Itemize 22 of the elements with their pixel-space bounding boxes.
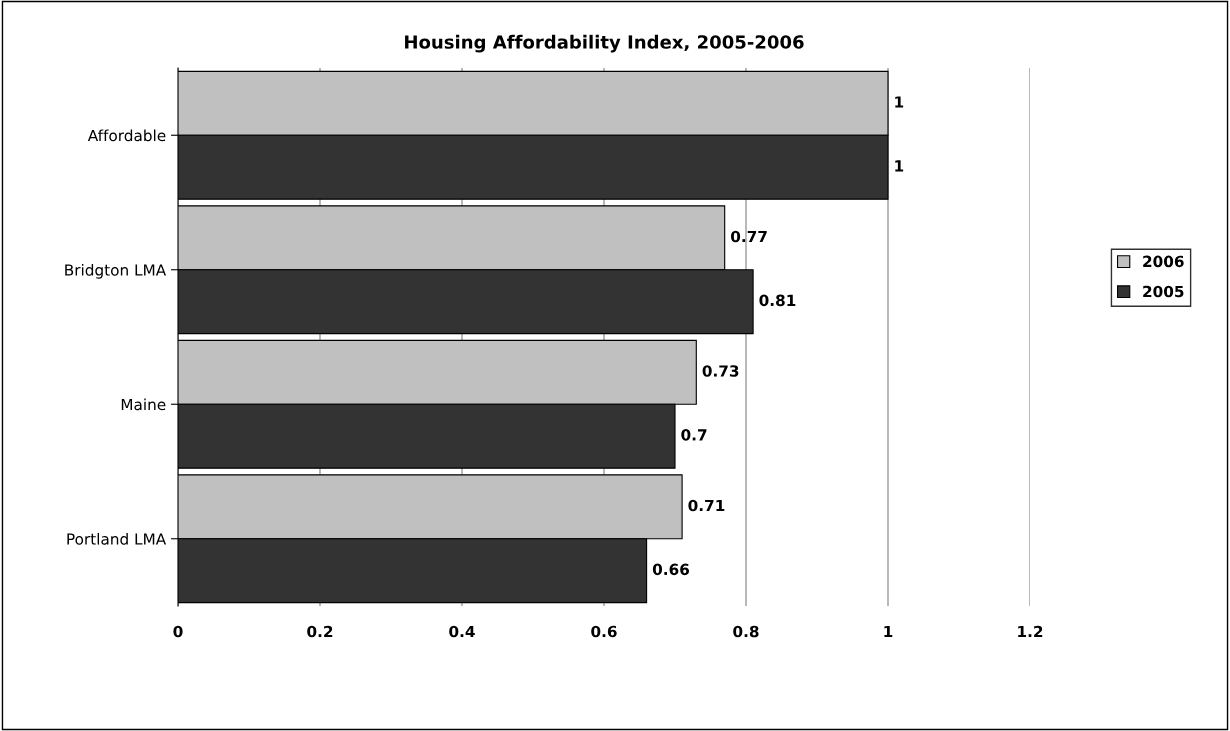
y-tick-label: Bridgton LMA [65, 263, 167, 279]
y-tick-label: Affordable [87, 129, 166, 142]
x-tick-label: 0.2 [307, 625, 333, 638]
data-label: 0.66 [652, 563, 690, 576]
data-label: 0.7 [681, 429, 707, 441]
x-tick-label: 0.8 [733, 625, 759, 638]
legend-label: 2005 [1143, 285, 1184, 298]
x-tick-label: 0.6 [591, 625, 617, 638]
data-label: 0.81 [759, 294, 796, 307]
data-label: 0.73 [702, 365, 739, 377]
y-tick-label: Portland LMA [67, 532, 167, 545]
x-tick-label: 1.2 [1018, 625, 1043, 638]
data-label: 0.71 [688, 499, 725, 512]
data-label: 0.77 [730, 230, 767, 243]
legend-label: 2006 [1143, 255, 1184, 268]
y-tick-label: Maine [121, 398, 166, 411]
data-label: 1 [895, 160, 904, 172]
x-tick-label: 0.4 [449, 625, 475, 638]
data-label: 1 [895, 96, 904, 108]
x-tick-label: 0 [173, 625, 183, 638]
x-tick-label: 1 [884, 625, 893, 638]
chart-title: Housing Affordability Index, 2005-2006 [405, 34, 804, 53]
